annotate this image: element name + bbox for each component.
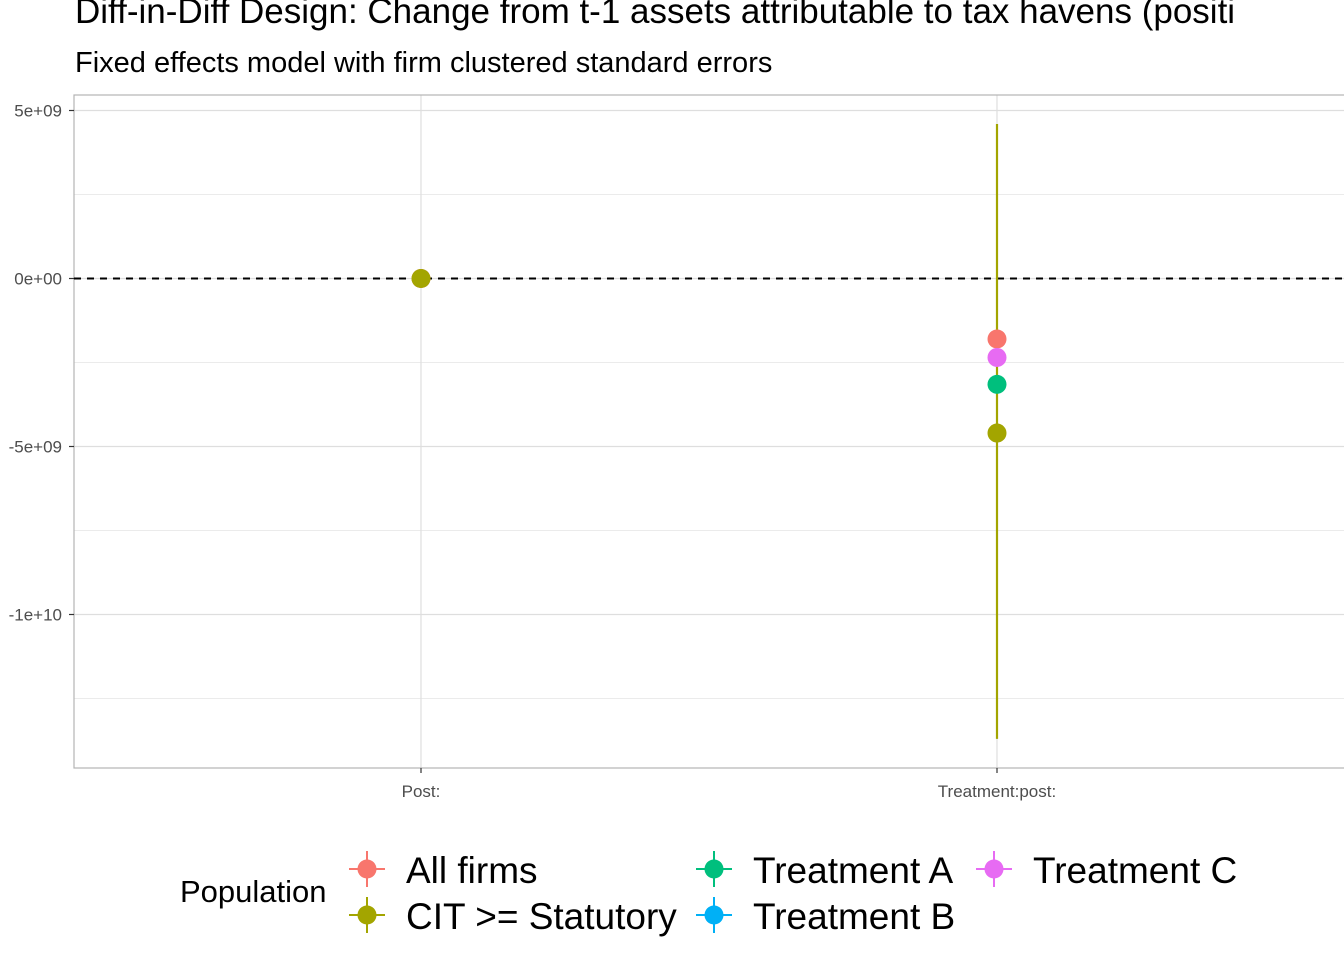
- legend-keys: [349, 851, 1012, 933]
- estimate-point: [987, 347, 1007, 367]
- estimate-points: [411, 269, 1007, 443]
- y-axis-ticks: 5e+09 0e+00 -5e+09 -1e+10: [9, 102, 74, 625]
- estimate-point: [987, 423, 1007, 443]
- x-axis-ticks: Post: Treatment:post:: [402, 768, 1056, 801]
- legend-label-cit-statutory: CIT >= Statutory: [406, 896, 677, 937]
- chart-title: Diff-in-Diff Design: Change from t-1 ass…: [75, 0, 1236, 31]
- legend-key: [976, 851, 1012, 887]
- estimate-point: [411, 269, 431, 288]
- y-tick-label: -1e+10: [9, 606, 62, 625]
- legend-key-point: [704, 859, 724, 879]
- legend-key: [349, 897, 385, 933]
- y-tick-label: 5e+09: [14, 102, 62, 121]
- legend-title: Population: [180, 874, 327, 909]
- legend-key: [696, 851, 732, 887]
- legend-label-treatment-c: Treatment C: [1033, 850, 1238, 891]
- legend-key: [349, 851, 385, 887]
- legend-key-point: [704, 905, 724, 925]
- estimate-point: [987, 374, 1007, 394]
- major-gridlines: [74, 95, 1344, 768]
- legend-key-point: [984, 859, 1004, 879]
- x-tick-label: Treatment:post:: [938, 782, 1056, 801]
- legend-key-point: [357, 859, 377, 879]
- legend-key: [696, 897, 732, 933]
- chart-subtitle: Fixed effects model with firm clustered …: [75, 47, 773, 79]
- plot-panel-border: [73, 94, 1344, 769]
- estimate-point: [987, 329, 1007, 349]
- y-tick-label: -5e+09: [9, 438, 62, 457]
- legend-label-all-firms: All firms: [406, 850, 538, 891]
- legend-label-treatment-b: Treatment B: [753, 896, 956, 937]
- minor-gridlines: [74, 194, 1344, 699]
- legend-label-treatment-a: Treatment A: [753, 850, 954, 891]
- legend-key-point: [357, 905, 377, 925]
- y-tick-label: 0e+00: [14, 270, 62, 289]
- x-tick-label: Post:: [402, 782, 441, 801]
